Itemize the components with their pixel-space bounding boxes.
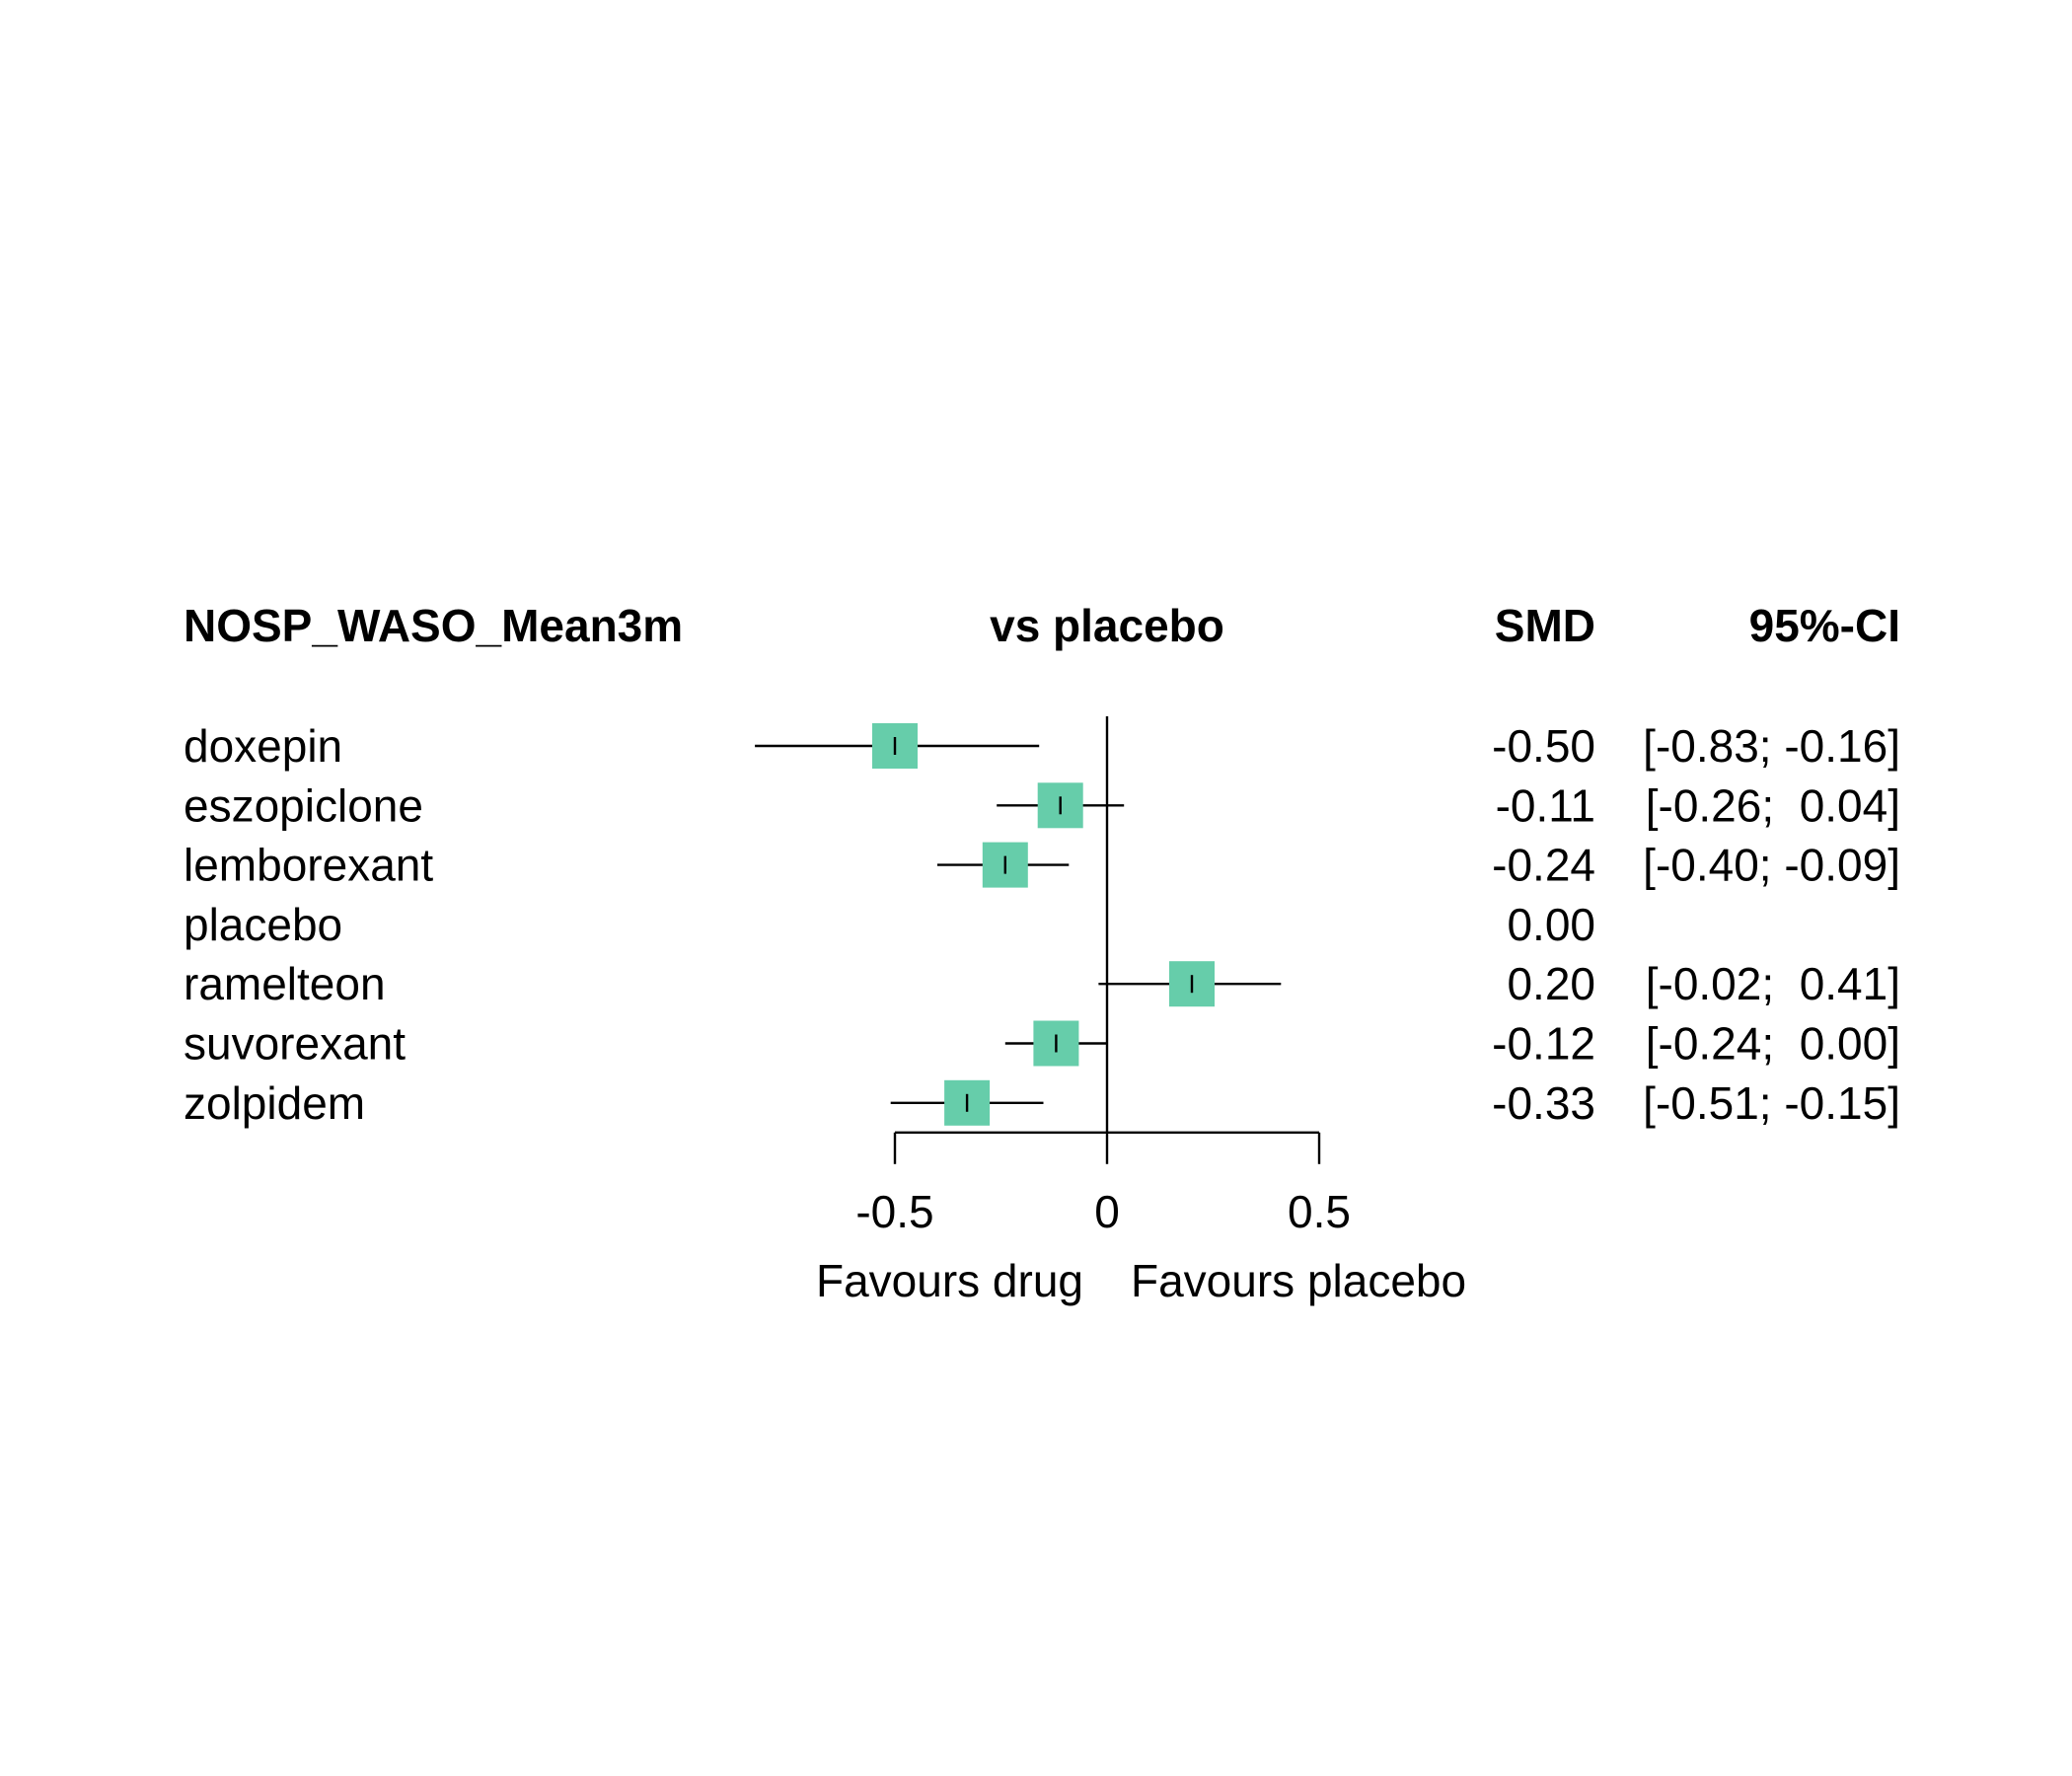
ci-value: [-0.02; 0.41] — [1646, 958, 1900, 1009]
study-row: lemborexant -0.24 [-0.40; -0.09] — [184, 840, 1900, 891]
study-label: ramelteon — [184, 958, 386, 1009]
smd-value: -0.33 — [1492, 1077, 1595, 1129]
smd-value: -0.12 — [1492, 1018, 1595, 1070]
xlabel-favours-placebo: Favours placebo — [1131, 1255, 1466, 1306]
ci-value: [-0.24; 0.00] — [1646, 1018, 1900, 1070]
x-axis-direction-labels: Favours drug Favours placebo — [816, 1255, 1466, 1306]
smd-value: 0.20 — [1507, 958, 1595, 1009]
study-row: zolpidem -0.33 [-0.51; -0.15] — [184, 1077, 1900, 1129]
x-tick-label: 0.5 — [1288, 1186, 1351, 1237]
study-row: placebo 0.00 — [184, 899, 1595, 950]
header-comparison: vs placebo — [990, 600, 1224, 651]
study-label: suvorexant — [184, 1018, 406, 1070]
study-label: lemborexant — [184, 840, 433, 891]
header-row: NOSP_WASO_Mean3m vs placebo SMD 95%-CI — [184, 600, 1900, 651]
study-rows: doxepin -0.50 [-0.83; -0.16] eszopiclone -0.… — [184, 716, 1900, 1133]
study-row: ramelteon 0.20 [-0.02; 0.41] — [184, 958, 1900, 1009]
smd-value: -0.24 — [1492, 840, 1595, 891]
smd-value: 0.00 — [1507, 899, 1595, 950]
header-95ci: 95%-CI — [1749, 600, 1900, 651]
study-row: doxepin -0.50 [-0.83; -0.16] — [184, 720, 1900, 772]
xlabel-favours-drug: Favours drug — [816, 1255, 1083, 1306]
x-tick-label: 0 — [1094, 1186, 1120, 1237]
study-row: suvorexant -0.12 [-0.24; 0.00] — [184, 1018, 1900, 1070]
ci-value: [-0.51; -0.15] — [1643, 1077, 1900, 1129]
study-label: doxepin — [184, 720, 342, 772]
ci-value: [-0.40; -0.09] — [1643, 840, 1900, 891]
study-label: eszopiclone — [184, 779, 423, 831]
header-outcome: NOSP_WASO_Mean3m — [184, 600, 683, 651]
smd-value: -0.11 — [1496, 779, 1595, 831]
study-label: zolpidem — [184, 1077, 365, 1129]
study-row: eszopiclone -0.11 [-0.26; 0.04] — [184, 779, 1900, 831]
header-smd: SMD — [1495, 600, 1595, 651]
study-label: placebo — [184, 899, 342, 950]
x-tick-label: -0.5 — [855, 1186, 933, 1237]
ci-value: [-0.26; 0.04] — [1646, 779, 1900, 831]
ci-value: [-0.83; -0.16] — [1643, 720, 1900, 772]
smd-value: -0.50 — [1492, 720, 1595, 772]
x-axis: -0.5 0 0.5 — [855, 1131, 1351, 1237]
